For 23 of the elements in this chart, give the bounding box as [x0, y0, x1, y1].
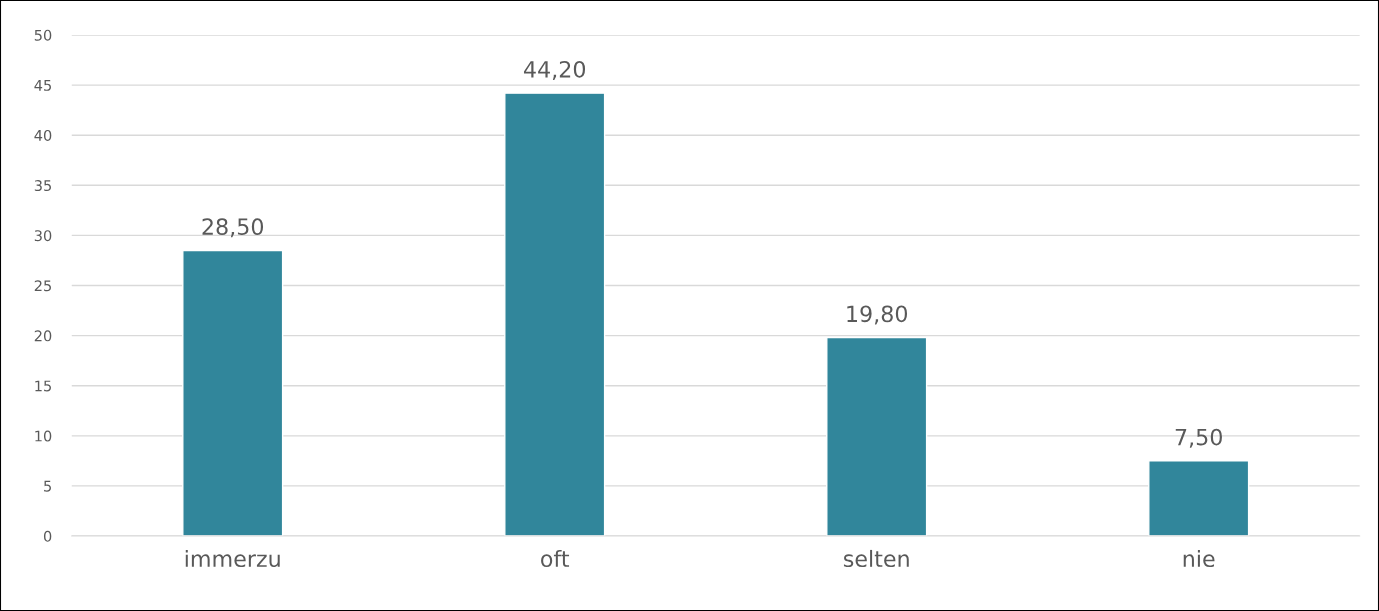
y-tick-label: 5	[44, 480, 51, 492]
data-label: 44,20	[523, 60, 586, 80]
y-tick-label: 25	[34, 280, 51, 292]
y-tick-label: 50	[34, 29, 52, 41]
bar	[182, 249, 284, 537]
y-tick-label: 30	[34, 230, 52, 242]
bar	[1148, 460, 1250, 537]
y-tick-label: 15	[35, 380, 51, 392]
y-tick-label: 20	[34, 330, 52, 342]
x-tick-label: oft	[541, 549, 570, 568]
y-tick-label: 10	[35, 430, 52, 442]
bar	[504, 92, 606, 537]
data-label: 28,50	[202, 218, 264, 238]
data-label: 19,80	[847, 305, 908, 325]
y-tick-label: 35	[34, 180, 51, 192]
y-tick-label: 40	[34, 129, 52, 141]
x-tick-label: selten	[843, 549, 909, 568]
data-label: 7,50	[1175, 428, 1222, 448]
y-tick-label: 45	[34, 80, 51, 91]
x-tick-label: immerzu	[185, 549, 280, 568]
bar	[826, 336, 928, 537]
x-tick-label: nie	[1183, 549, 1215, 568]
y-tick-label: 0	[43, 530, 52, 542]
